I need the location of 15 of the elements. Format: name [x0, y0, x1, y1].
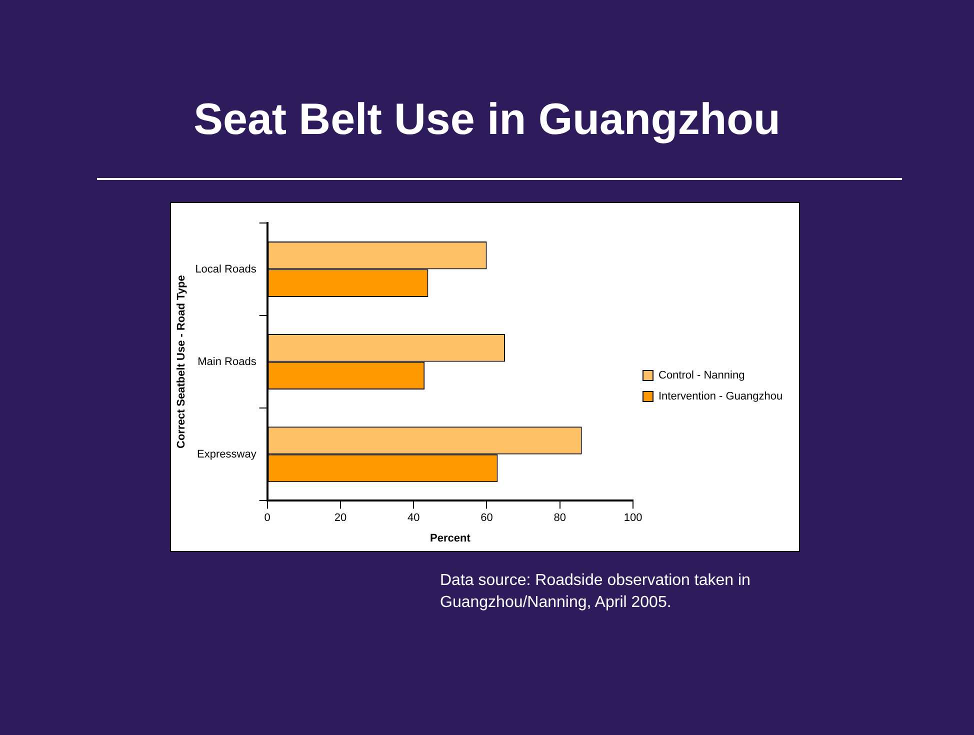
x-tick-label: 80	[554, 512, 566, 524]
y-tick-label: Expressway	[197, 448, 257, 460]
y-axis-title: Correct Seatbelt Use - Road Type	[176, 275, 188, 449]
y-tick-label: Main Roads	[198, 356, 257, 368]
chart-title: Seat Belt Use in Guangzhou	[192, 95, 782, 145]
x-tick-label: 0	[264, 512, 270, 524]
x-tick-label: 40	[407, 512, 420, 524]
legend-label: Control - Nanning	[658, 370, 745, 382]
x-tick-label: 20	[334, 512, 347, 524]
legend-label: Intervention - Guangzhou	[658, 390, 783, 403]
y-tick-label: Local Roads	[195, 263, 257, 276]
x-tick-label: 60	[480, 512, 493, 524]
x-tick-label: 100	[624, 512, 642, 524]
x-axis-title: Percent	[430, 532, 471, 544]
source-note: Data source: Roadside observation taken in Guangzhou/Nanning, April 2005.	[440, 571, 752, 613]
